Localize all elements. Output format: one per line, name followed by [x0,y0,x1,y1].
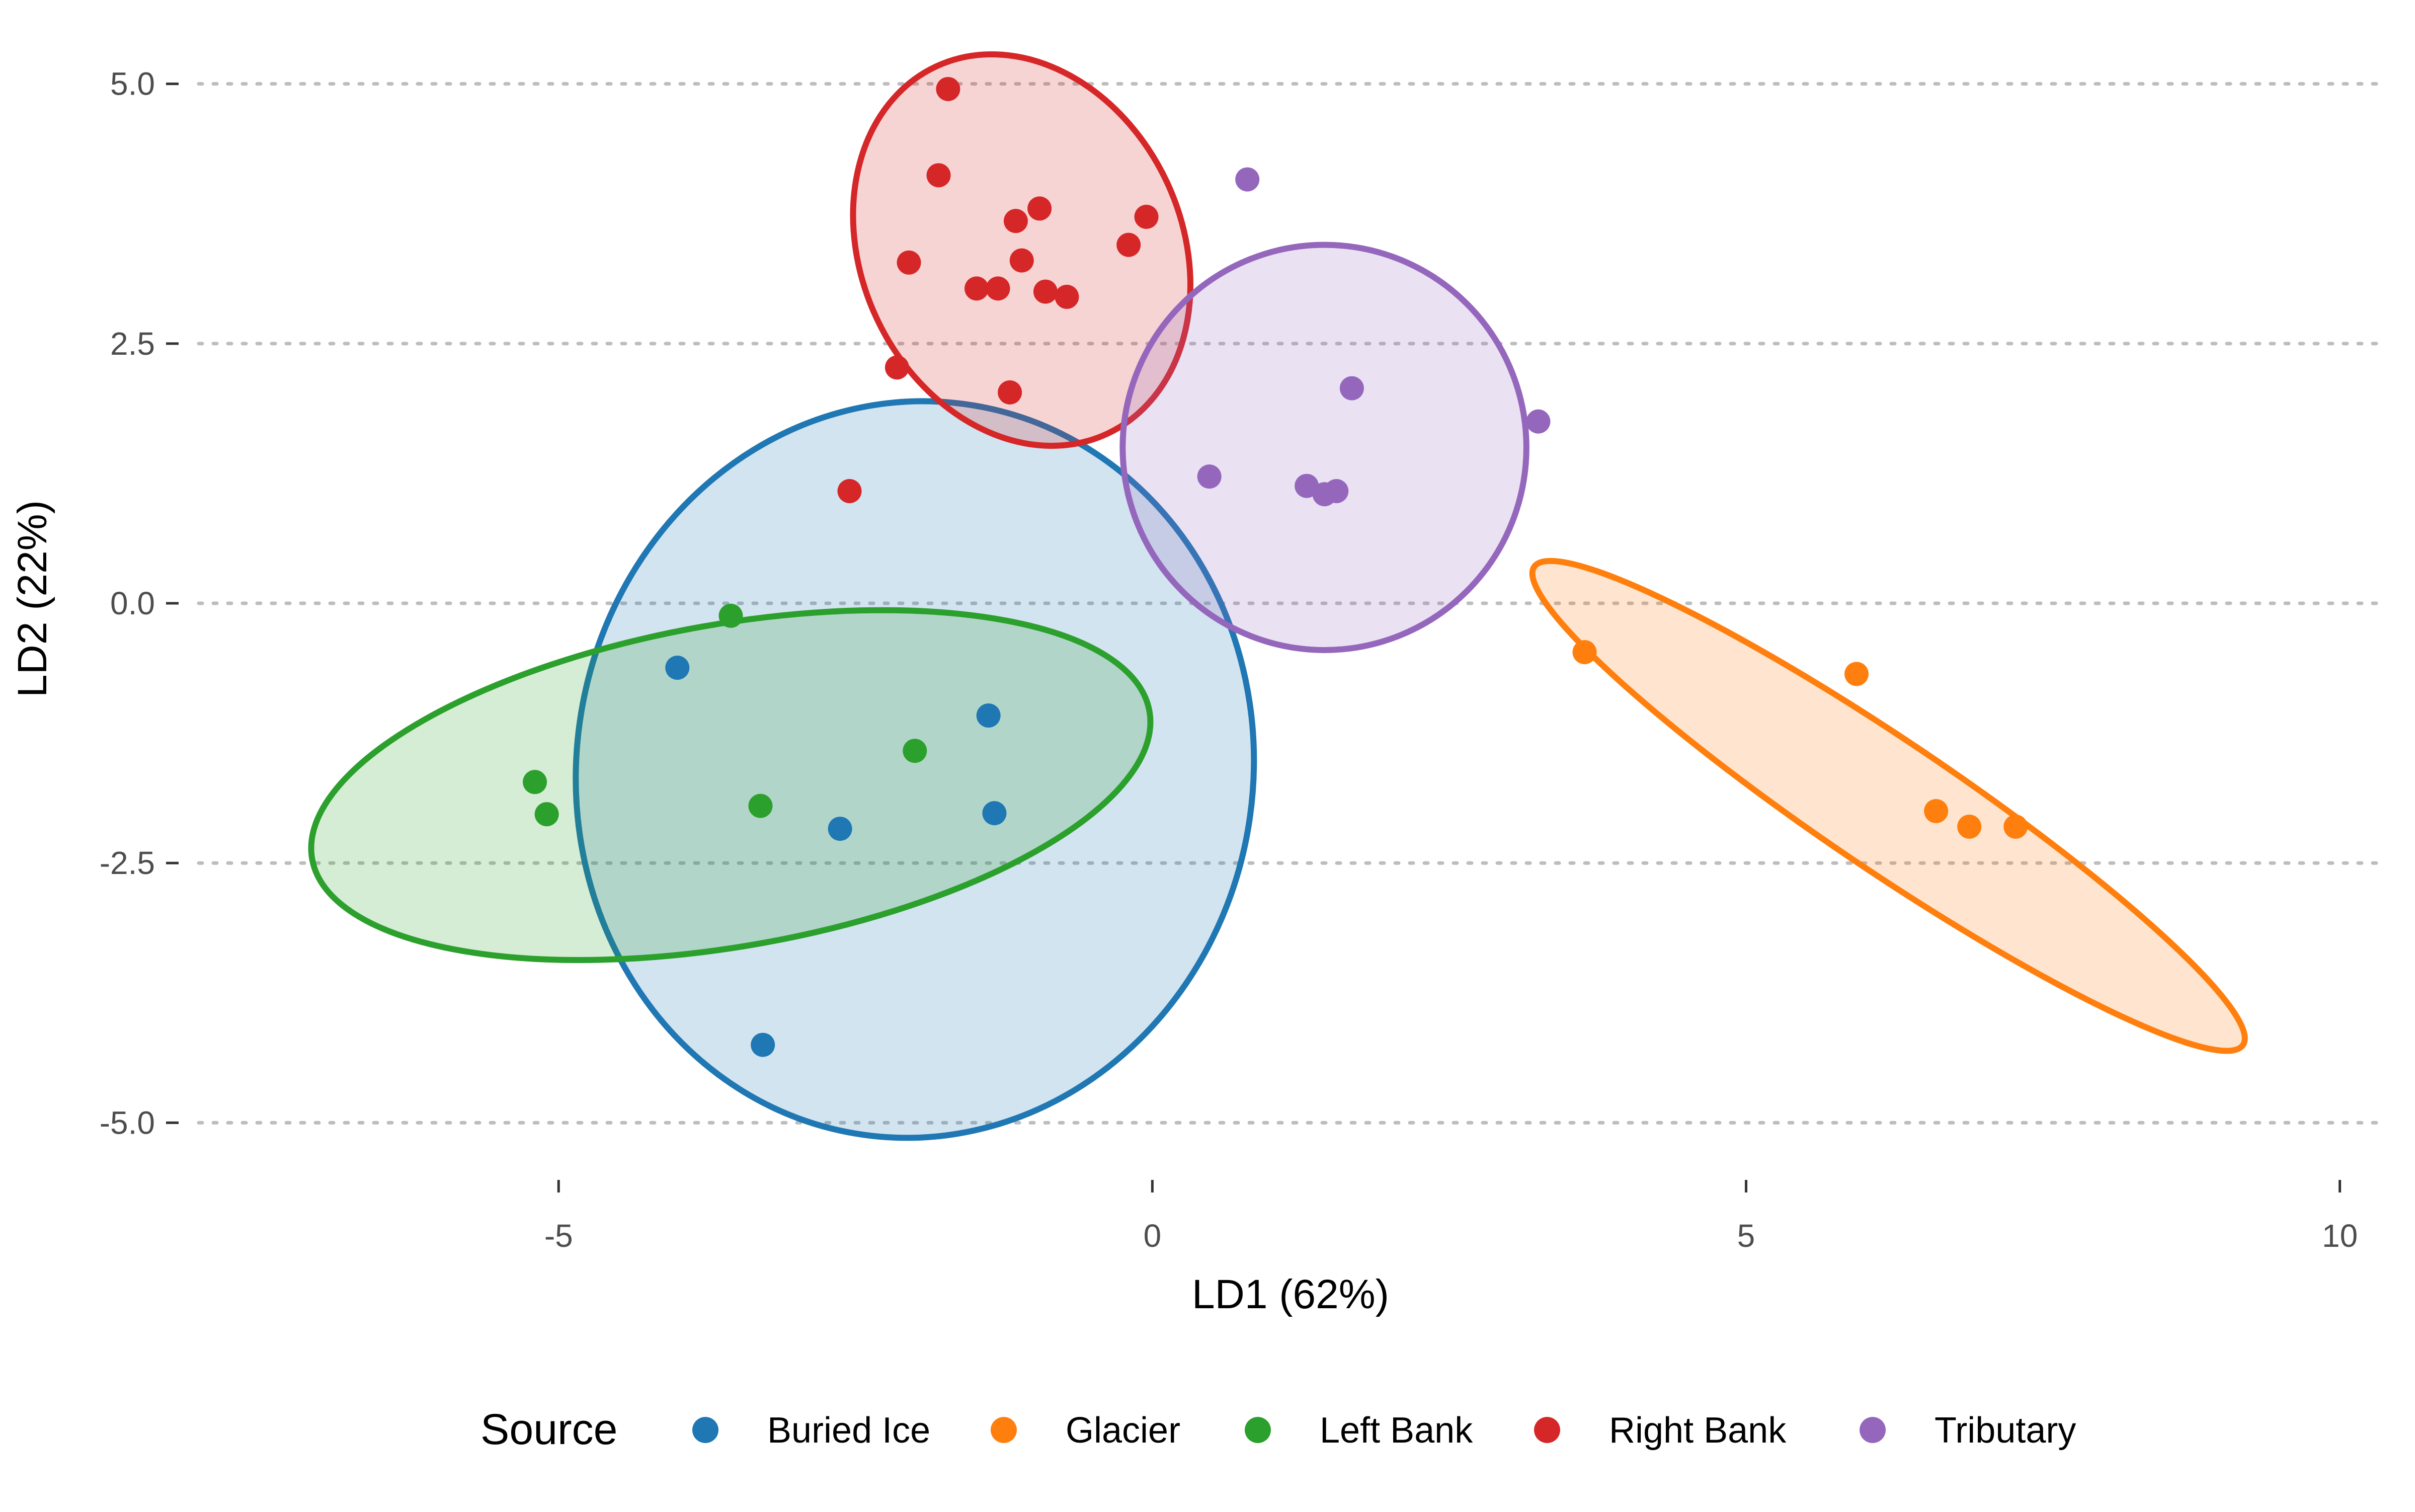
left-bank-point [523,770,547,794]
tributary-point [1324,479,1349,504]
right-bank-point [1009,248,1034,273]
tributary-point [1526,409,1551,434]
y-tick-label: 0.0 [110,585,155,621]
legend-key-buried-ice [692,1417,718,1443]
right-bank-point [897,250,921,275]
legend-title: Source [480,1405,618,1454]
legend-key-glacier [991,1417,1017,1443]
right-bank-point [1055,284,1079,309]
legend-label-right-bank: Right Bank [1609,1410,1787,1451]
x-tick-label: -5 [544,1218,573,1254]
left-bank-point [534,802,559,827]
axes: 5.0 2.5 0.0 -2.5 -5.0 -5 0 5 10 [100,66,2358,1254]
tributary-point [1197,464,1222,489]
buried-ice-point [982,801,1007,826]
legend-label-glacier: Glacier [1066,1410,1180,1451]
confidence-ellipses [308,51,2248,1141]
right-bank-point [837,479,862,504]
y-tick-label: -2.5 [100,845,155,881]
right-bank-point [986,276,1010,301]
right-bank-point [884,355,909,380]
buried-ice-ellipse [573,398,1257,1141]
x-axis-title: LD1 (62%) [1192,1271,1389,1317]
right-bank-point [998,380,1022,405]
data-points [523,76,2028,1057]
buried-ice-point [665,656,690,680]
y-tick-label: 2.5 [110,326,155,362]
left-bank-point [748,793,773,818]
buried-ice-point [751,1032,775,1057]
glacier-point [1957,814,1982,839]
left-bank-ellipse [308,607,1154,964]
y-axis-title: LD2 (22%) [10,500,55,697]
tributary-point [1339,376,1364,401]
right-bank-point [1003,209,1028,233]
right-bank-point [1134,204,1159,229]
legend-label-left-bank: Left Bank [1320,1410,1473,1451]
glacier-ellipse [1529,558,2248,1054]
tributary-ellipse [1119,242,1530,653]
legend: Source Buried Ice Glacier Left Bank Right B… [480,1405,2076,1454]
legend-key-right-bank [1534,1417,1560,1443]
y-tick-label: 5.0 [110,66,155,102]
x-tick-label: 5 [1737,1218,1755,1254]
buried-ice-point [828,817,852,841]
right-bank-point [1033,279,1058,304]
y-tick-label: -5.0 [100,1104,155,1141]
glacier-point [2003,814,2028,839]
glacier-point [1924,799,1949,823]
legend-key-tributary [1860,1417,1886,1443]
legend-label-tributary: Tributary [1935,1410,2076,1451]
left-bank-point [903,739,927,763]
right-bank-point [1027,196,1052,221]
buried-ice-point [976,703,1001,728]
right-bank-point [1116,232,1141,257]
legend-key-left-bank [1245,1417,1271,1443]
glacier-point [1572,640,1597,665]
x-tick-label: 10 [2322,1218,2358,1254]
tributary-point [1235,167,1260,192]
legend-label-buried-ice: Buried Ice [767,1410,930,1451]
glacier-point [1844,662,1869,686]
x-tick-label: 0 [1144,1218,1162,1254]
right-bank-point [964,276,989,301]
right-bank-point [936,76,960,101]
right-bank-point [926,163,951,188]
left-bank-point [718,603,743,628]
gridlines [197,82,2389,1125]
